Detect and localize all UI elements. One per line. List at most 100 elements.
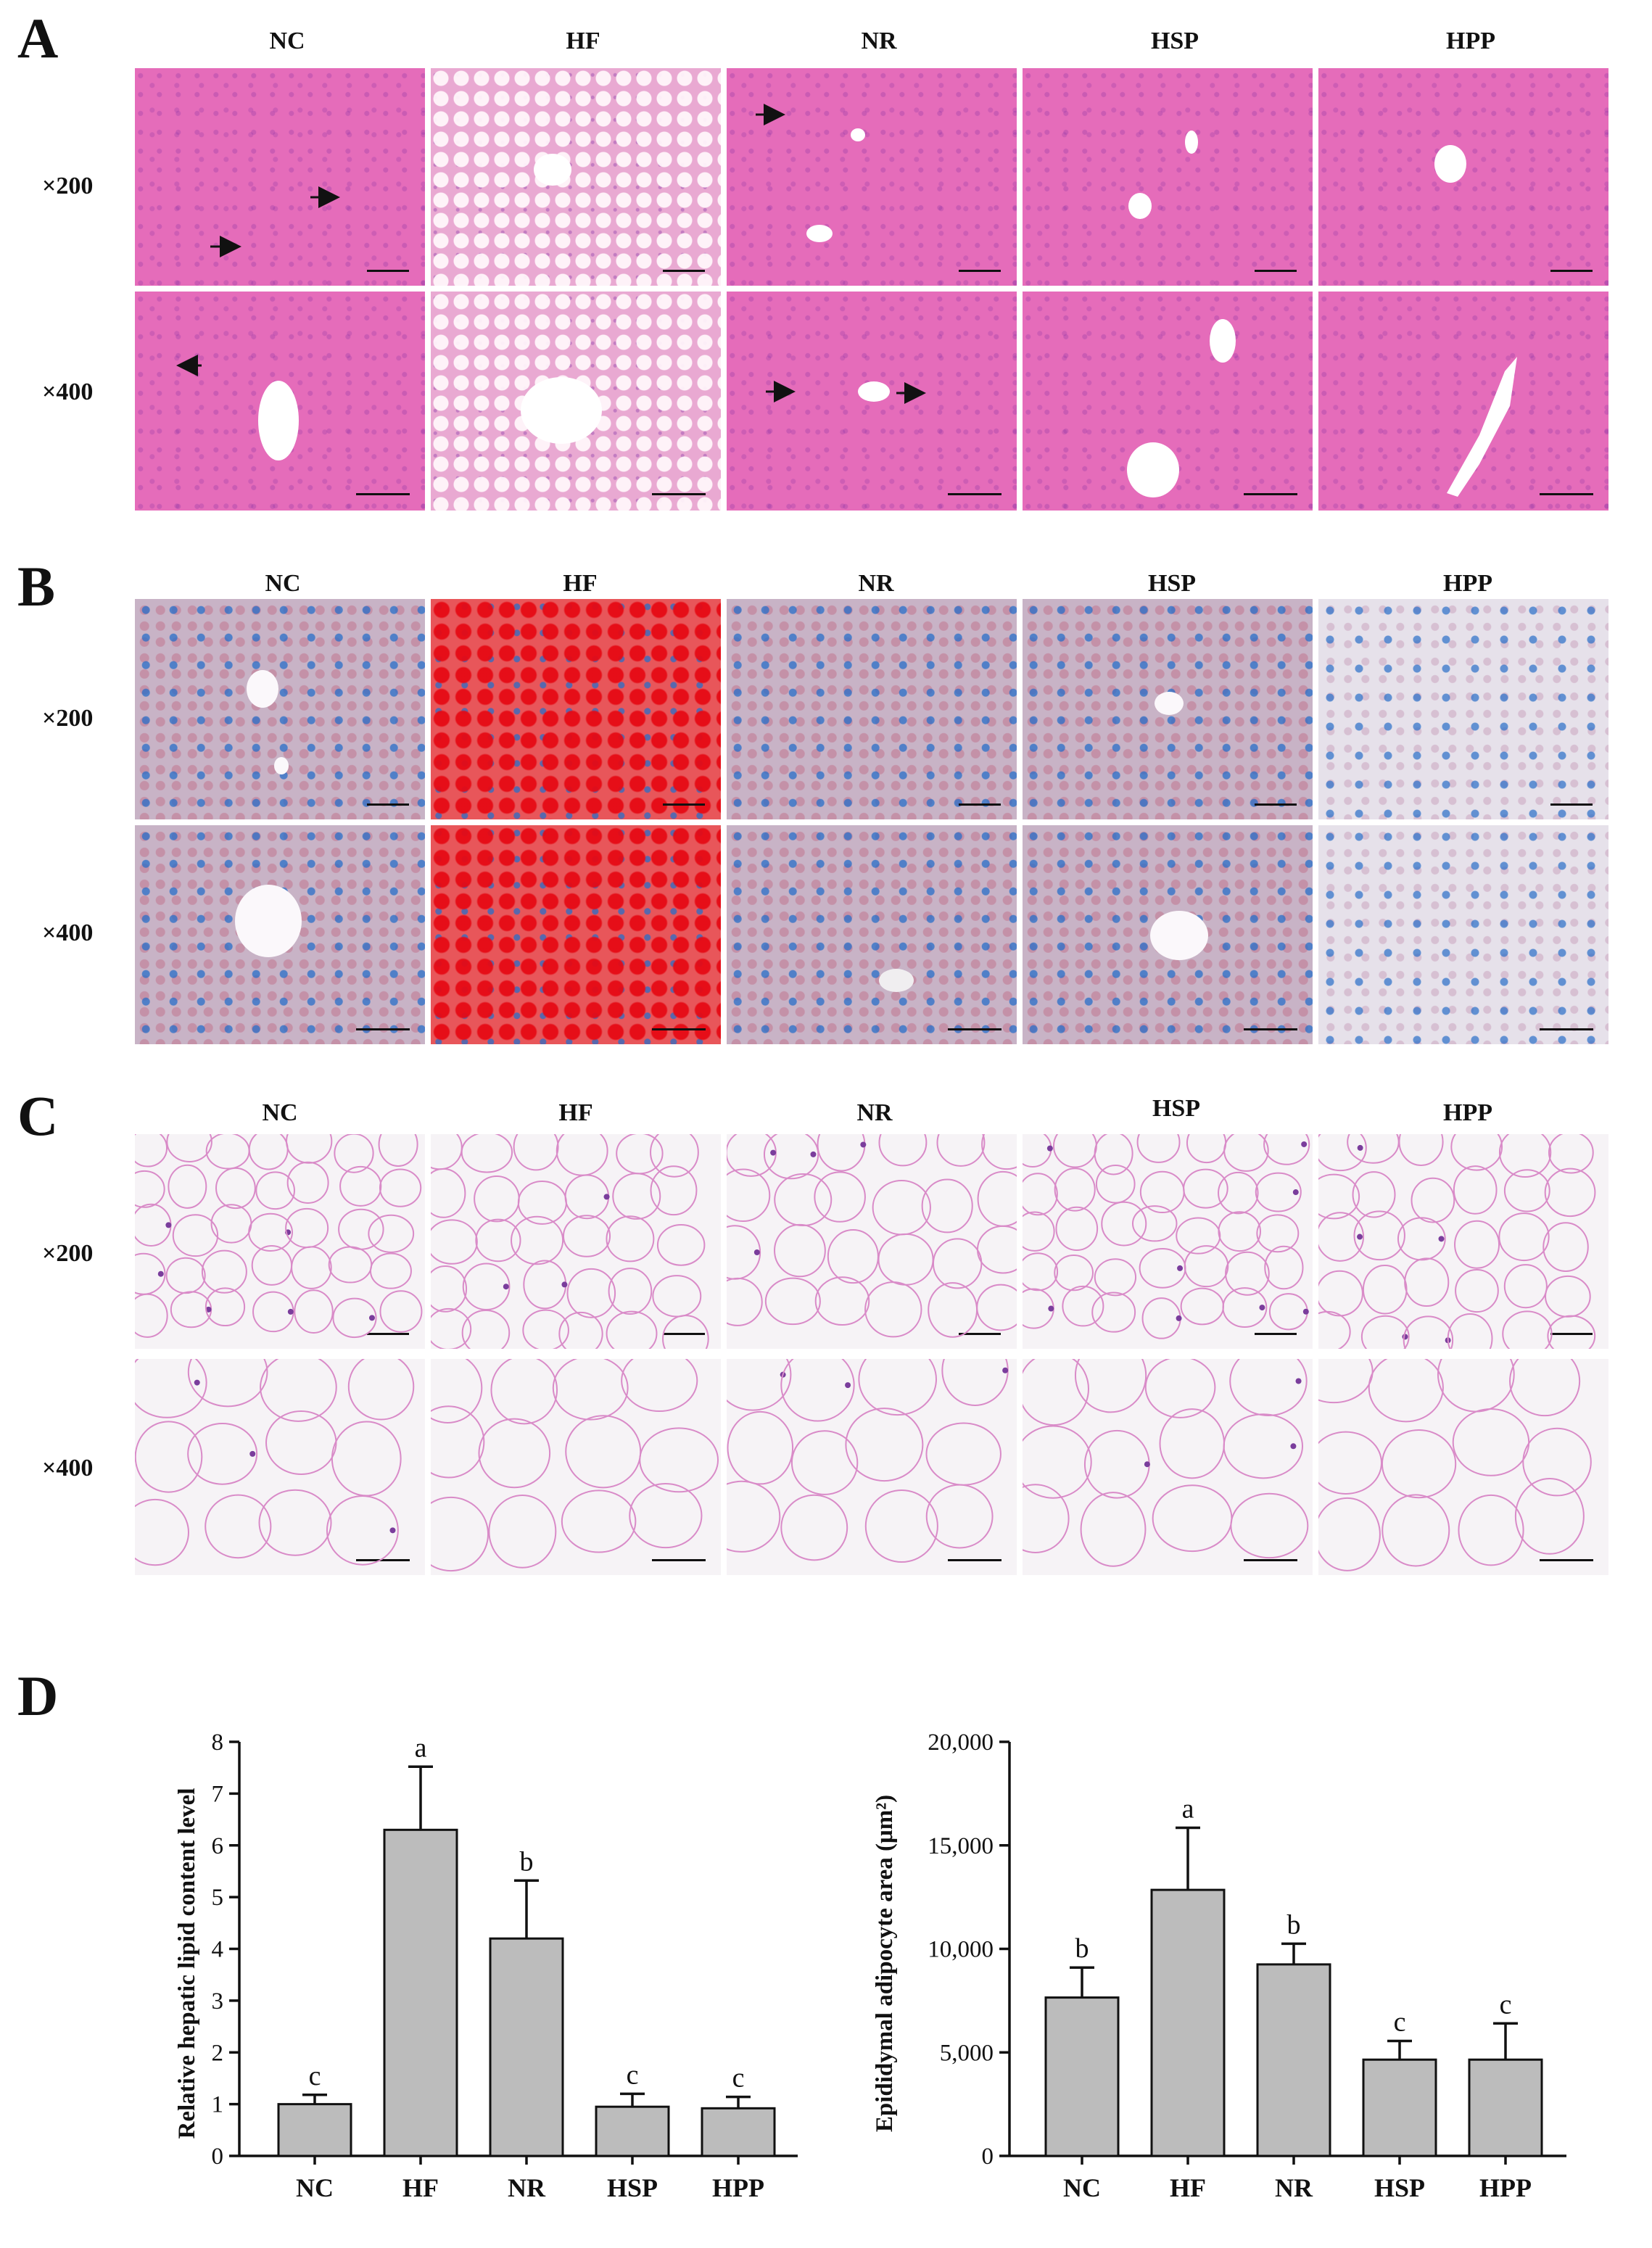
micrograph-a-hpp-200: [1318, 68, 1608, 286]
chart-adipocyte-area: 0 5,000 10,000 15,000 20,000 b NC a HF b NR c HSP c HP…: [872, 1730, 1566, 2202]
micrograph-b-nr-400: [727, 825, 1017, 1044]
bar: [595, 2105, 670, 2157]
micrograph-a-nc-200: [135, 68, 425, 286]
y-tick-label: 0: [212, 2144, 224, 2170]
col-label-nr: NR: [861, 28, 897, 54]
micrograph-a-nr-400: [727, 292, 1017, 511]
y-tick-label: 6: [212, 1833, 224, 1859]
y-tick-label: 10,000: [928, 1937, 994, 1963]
micrograph-b-nc-200: [135, 599, 425, 819]
micrograph-c-hsp-400: [1023, 1359, 1313, 1575]
bar: [1044, 1996, 1120, 2157]
micrograph-b-hsp-200: [1023, 599, 1313, 819]
category-label: HF: [402, 2173, 439, 2202]
bar: [1468, 2058, 1543, 2157]
micrograph-c-nr-400: [727, 1359, 1017, 1575]
row-label-x400: ×400: [42, 379, 94, 405]
col-label-hsp: HSP: [1147, 570, 1197, 597]
category-label: HPP: [1479, 2173, 1532, 2202]
significance-label: c: [1500, 1989, 1512, 2020]
row-label-x200: ×200: [42, 705, 94, 732]
row-label-x200: ×200: [42, 173, 94, 199]
bar: [1362, 2058, 1437, 2157]
category-label: NR: [508, 2173, 546, 2202]
y-tick-label: 0: [982, 2144, 994, 2170]
col-label-hsp: HSP: [1152, 1095, 1201, 1122]
bar: [383, 1828, 458, 2157]
micrograph-a-hf-200: [431, 68, 721, 286]
y-axis-label: Relative hepatic lipid content level: [174, 1788, 200, 2139]
col-label-nr: NR: [856, 1099, 893, 1126]
y-tick-label: 5: [212, 1885, 224, 1911]
bar: [1150, 1888, 1226, 2157]
micrograph-c-hf-200: [431, 1134, 721, 1349]
micrograph-c-hf-400: [431, 1359, 721, 1575]
category-label: HF: [1170, 2173, 1206, 2202]
y-tick-label: 8: [212, 1730, 224, 1756]
significance-label: c: [627, 2059, 639, 2090]
y-tick-label: 15,000: [928, 1833, 994, 1859]
micrograph-b-hf-200: [431, 599, 721, 819]
category-label: NR: [1275, 2173, 1313, 2202]
col-label-hpp: HPP: [1443, 570, 1492, 597]
y-tick-label: 7: [212, 1781, 224, 1807]
significance-label: c: [732, 2063, 745, 2094]
micrograph-b-nr-200: [727, 599, 1017, 819]
col-label-hpp: HPP: [1443, 1099, 1492, 1126]
col-label-hpp: HPP: [1446, 28, 1495, 54]
col-label-nc: NC: [262, 1099, 298, 1126]
y-axis-label: Epididymal adipocyte area (μm²): [872, 1795, 898, 2132]
significance-label: c: [309, 2061, 321, 2091]
micrograph-b-nc-400: [135, 825, 425, 1044]
category-label: HSP: [607, 2173, 658, 2202]
row-label-x200: ×200: [42, 1240, 94, 1267]
significance-label: b: [1075, 1933, 1089, 1964]
micrograph-c-nc-200: [135, 1134, 425, 1349]
category-label: HPP: [712, 2173, 764, 2202]
bar: [1256, 1963, 1331, 2157]
micrograph-a-hpp-400: [1318, 292, 1608, 511]
category-label: NC: [296, 2173, 334, 2202]
category-label: NC: [1063, 2173, 1101, 2202]
significance-label: a: [415, 1732, 427, 1763]
y-tick-label: 4: [212, 1937, 224, 1963]
col-label-nr: NR: [858, 570, 894, 597]
bar: [489, 1937, 564, 2157]
micrograph-c-nc-400: [135, 1359, 425, 1575]
y-tick-label: 1: [212, 2092, 224, 2118]
chart-hepatic-lipid: 0 1 2 3 4 5 6 7 8 c NC a HF b NR c HSP c HPP Relative hepat…: [174, 1730, 798, 2202]
col-label-nc: NC: [265, 570, 301, 597]
micrograph-c-hpp-200: [1318, 1134, 1608, 1349]
y-tick-label: 2: [212, 2040, 224, 2066]
row-label-x400: ×400: [42, 1455, 94, 1482]
significance-label: c: [1394, 2007, 1406, 2038]
bar: [277, 2103, 352, 2157]
micrograph-a-nr-200: [727, 68, 1017, 286]
micrograph-a-hsp-400: [1023, 292, 1313, 511]
panel-letter-b: B: [17, 555, 56, 618]
panel-letter-c: C: [17, 1084, 59, 1147]
significance-label: a: [1182, 1793, 1194, 1824]
significance-label: b: [1287, 1909, 1301, 1940]
micrograph-c-nr-200: [727, 1134, 1017, 1349]
row-label-x400: ×400: [42, 920, 94, 946]
micrograph-b-hsp-400: [1023, 825, 1313, 1044]
col-label-nc: NC: [269, 28, 305, 54]
panel-letter-a: A: [17, 7, 59, 70]
micrograph-c-hsp-200: [1023, 1134, 1313, 1349]
micrograph-a-nc-400: [135, 292, 425, 511]
micrograph-a-hf-400: [431, 292, 721, 511]
micrograph-b-hf-400: [431, 825, 721, 1044]
category-label: HSP: [1374, 2173, 1425, 2202]
panel-letter-d: D: [17, 1664, 59, 1727]
bar: [701, 2107, 776, 2157]
y-tick-label: 3: [212, 1988, 224, 2014]
micrograph-c-hpp-400: [1318, 1359, 1608, 1575]
col-label-hf: HF: [558, 1099, 593, 1126]
y-tick-label: 20,000: [928, 1730, 994, 1756]
micrograph-b-hpp-400: [1318, 825, 1608, 1044]
y-tick-label: 5,000: [940, 2040, 994, 2066]
micrograph-a-hsp-200: [1023, 68, 1313, 286]
significance-label: b: [520, 1846, 534, 1877]
col-label-hf: HF: [566, 28, 600, 54]
